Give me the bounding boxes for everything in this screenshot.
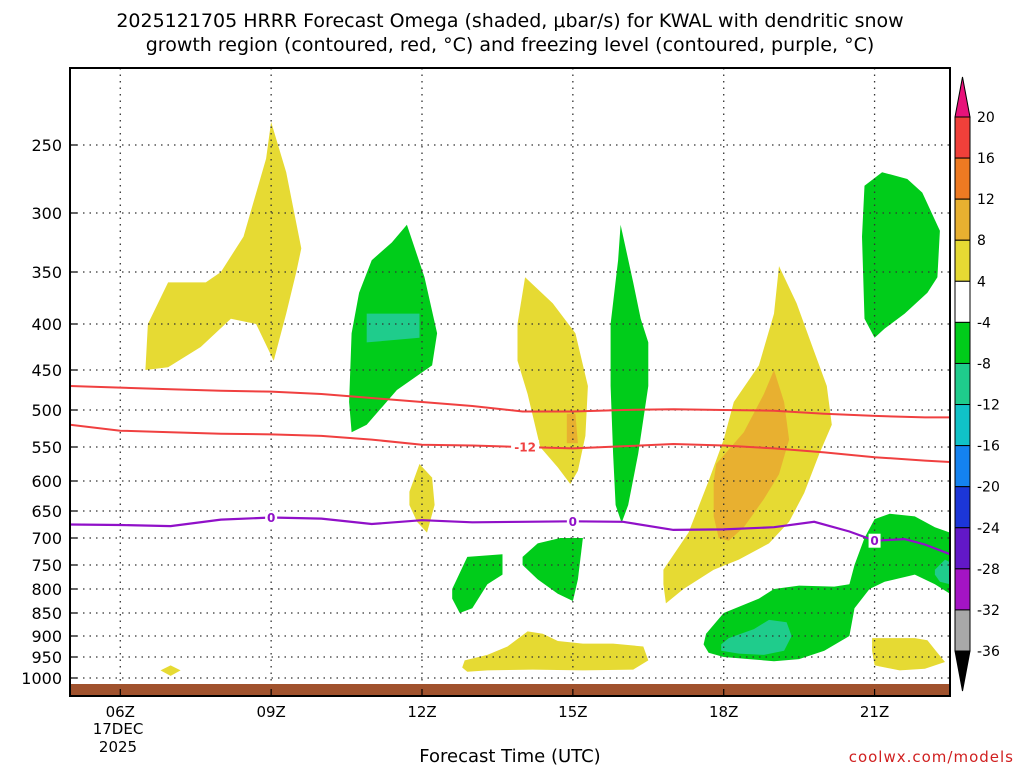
chart-title-line-2: growth region (contoured, red, °C) and f… [146,34,875,56]
colorbar-label-8: -16 [977,439,1000,455]
omega-region-sinking-1500-low [522,538,583,601]
y-tick-label-950: 950 [31,648,62,667]
colorbar-bin-3 [954,198,971,241]
colorbar-label-11: -28 [977,562,1000,578]
y-tick-label-750: 750 [31,556,62,575]
omega-region-sinking-1300-low [452,554,503,613]
y-axis: 250 300 350 400 450 500 550 600 650 700 750 800 850 9… [21,136,77,688]
colorbar-bin-4 [954,239,971,282]
colorbar-label-13: -36 [977,644,1000,660]
y-tick-label-1000: 1000 [21,669,62,688]
y-tick-label-500: 500 [31,401,62,420]
x-tick-label-18Z: 18Z [709,703,738,721]
colorbar-label-4: 4 [977,274,986,290]
y-tick-label-650: 650 [31,502,62,521]
colorbar-bin-1 [954,116,971,159]
freezing-level-contour [70,516,950,556]
colorbar-label-5: -4 [977,315,991,331]
y-tick-label-450: 450 [31,361,62,380]
credit-label: coolwx.com/models [849,748,1014,766]
freezing-level-0-label: 0 [267,511,275,525]
colorbar-bin-12 [954,568,971,611]
colorbar-bin-top [954,76,971,118]
colorbar-label-2: 12 [977,192,995,208]
colorbar-label-6: -8 [977,356,991,372]
plot-frame [69,67,951,697]
freezing-level-2-label: 0 [870,534,878,548]
omega-region-sinking-2230-core [934,559,950,585]
x-axis-label: Forecast Time (UTC) [419,746,600,767]
colorbar-label-9: -20 [977,480,1000,496]
y-tick-label-350: 350 [31,263,62,282]
omega-region-sinking-1900-core [721,619,792,655]
freezing-level-2-label-bg [868,533,881,548]
contour-layer: -12 0 0 0 [70,385,950,556]
dendritic-contour-isotherm-12-lower-label: -12 [514,441,536,455]
x-tick-label-09Z: 09Z [256,703,285,721]
y-tick-label-850: 850 [31,604,62,623]
omega-region-rising-0700-speck [160,665,181,676]
colorbar-bin-5 [954,280,971,323]
freezing-level-0-label-bg [265,510,278,525]
y-tick-label-400: 400 [31,315,62,334]
colorbar-bin-10 [954,486,971,529]
omega-region-rising-1100-core [366,313,420,343]
colorbar-label-0: 20 [977,110,995,126]
y-tick-label-550: 550 [31,438,62,457]
colorbar-bin-13 [954,609,971,652]
colorbar-bin-bottom [954,650,971,692]
colorbar-label-7: -12 [977,398,1000,414]
freezing-level-1-label-bg [566,514,579,529]
colorbar-bin-9 [954,445,971,488]
x-tick-label-06Z: 06Z [106,703,135,721]
colorbar-bin-11 [954,527,971,570]
omega-region-rising-2200-low [872,638,945,671]
freezing-level-1-label: 0 [569,515,577,529]
y-tick-label-800: 800 [31,580,62,599]
x-axis: 06Z 09Z 12Z 15Z 18Z 21Z [106,689,889,721]
omega-region-sinking-2100-upper [862,172,940,338]
colorbar-bin-7 [954,362,971,406]
date-label-line-2: 2025 [99,738,137,756]
colorbar-bin-2 [954,157,971,200]
chart-title-line-1: 2025121705 HRRR Forecast Omega (shaded, … [116,10,903,32]
y-tick-label-700: 700 [31,529,62,548]
colorbar-label-12: -32 [977,603,1000,619]
omega-region-sinking-1600 [610,224,649,523]
colorbar-bin-6 [954,321,971,364]
y-tick-label-900: 900 [31,627,62,646]
ground-strip [70,684,950,696]
colorbar: 20 16 12 8 4 -4 -8 -12 -16 -20 -24 -28 -32 -36 [954,76,1000,692]
x-tick-label-15Z: 15Z [558,703,587,721]
colorbar-bin-8 [954,404,971,447]
date-label-line-1: 17DEC [93,720,144,738]
x-tick-label-21Z: 21Z [860,703,889,721]
omega-region-rising-1800-core [713,370,790,541]
omega-region-rising-1500-core [566,413,578,444]
colorbar-label-3: 8 [977,233,986,249]
dendritic-contour-isotherm-12-upper [70,385,950,419]
dendritic-contour-isotherm-12-lower-label-bg [511,440,540,455]
plot-area [70,121,950,696]
y-tick-label-250: 250 [31,136,62,155]
colorbar-label-1: 16 [977,151,995,167]
x-tick-label-12Z: 12Z [407,703,436,721]
omega-region-rising-0730-0930 [145,121,302,371]
y-tick-label-300: 300 [31,204,62,223]
omega-region-rising-1300-1600-low [462,631,649,672]
y-tick-label-600: 600 [31,472,62,491]
colorbar-label-10: -24 [977,521,1000,537]
